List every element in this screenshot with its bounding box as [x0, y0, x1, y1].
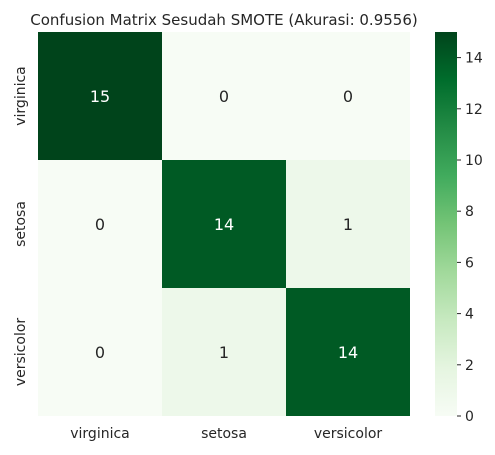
heatmap-cell — [286, 288, 410, 416]
cell-value-label: 1 — [343, 215, 353, 234]
colorbar-tick-label: 10 — [465, 153, 483, 169]
y-tick-label: versicolor — [13, 318, 29, 387]
colorbar-tick-label: 4 — [465, 307, 474, 323]
heatmap-cell — [38, 288, 162, 416]
colorbar-ticks: 0 2 4 6 8 10 12 14 — [457, 51, 483, 425]
cell-value-label: 15 — [90, 87, 110, 106]
y-tick-label: setosa — [13, 201, 29, 247]
heatmap-cell — [286, 32, 410, 160]
cell-value-label: 1 — [219, 343, 229, 362]
heatmap-cell — [162, 288, 286, 416]
cell-value-label: 14 — [338, 343, 358, 362]
colorbar-tick-label: 14 — [465, 51, 483, 67]
heatmap-cell — [162, 32, 286, 160]
cell-value-label: 0 — [95, 343, 105, 362]
colorbar-tick-label: 12 — [465, 102, 483, 118]
y-tick-label: virginica — [13, 66, 29, 126]
colorbar-tick-label: 2 — [465, 358, 474, 374]
colorbar — [435, 32, 457, 416]
cell-value-label: 0 — [95, 215, 105, 234]
x-axis-tick-labels: virginica setosa versicolor — [70, 426, 382, 442]
cell-value-label: 14 — [214, 215, 234, 234]
cell-value-label: 0 — [343, 87, 353, 106]
x-tick-label: setosa — [201, 426, 247, 442]
colorbar-tick-label: 8 — [465, 204, 474, 220]
heatmap-cell — [38, 160, 162, 288]
x-tick-label: versicolor — [314, 426, 383, 442]
chart-title: Confusion Matrix Sesudah SMOTE (Akurasi:… — [30, 11, 417, 29]
colorbar-tick-label: 0 — [465, 409, 474, 425]
y-axis-tick-labels: virginica setosa versicolor — [13, 66, 29, 386]
x-tick-label: virginica — [70, 426, 130, 442]
heatmap-cells: 15 0 0 0 14 1 0 1 14 — [38, 32, 410, 416]
heatmap-cell — [162, 160, 286, 288]
colorbar-tick-label: 6 — [465, 255, 474, 271]
cell-value-label: 0 — [219, 87, 229, 106]
heatmap-cell — [286, 160, 410, 288]
heatmap-cell — [38, 32, 162, 160]
